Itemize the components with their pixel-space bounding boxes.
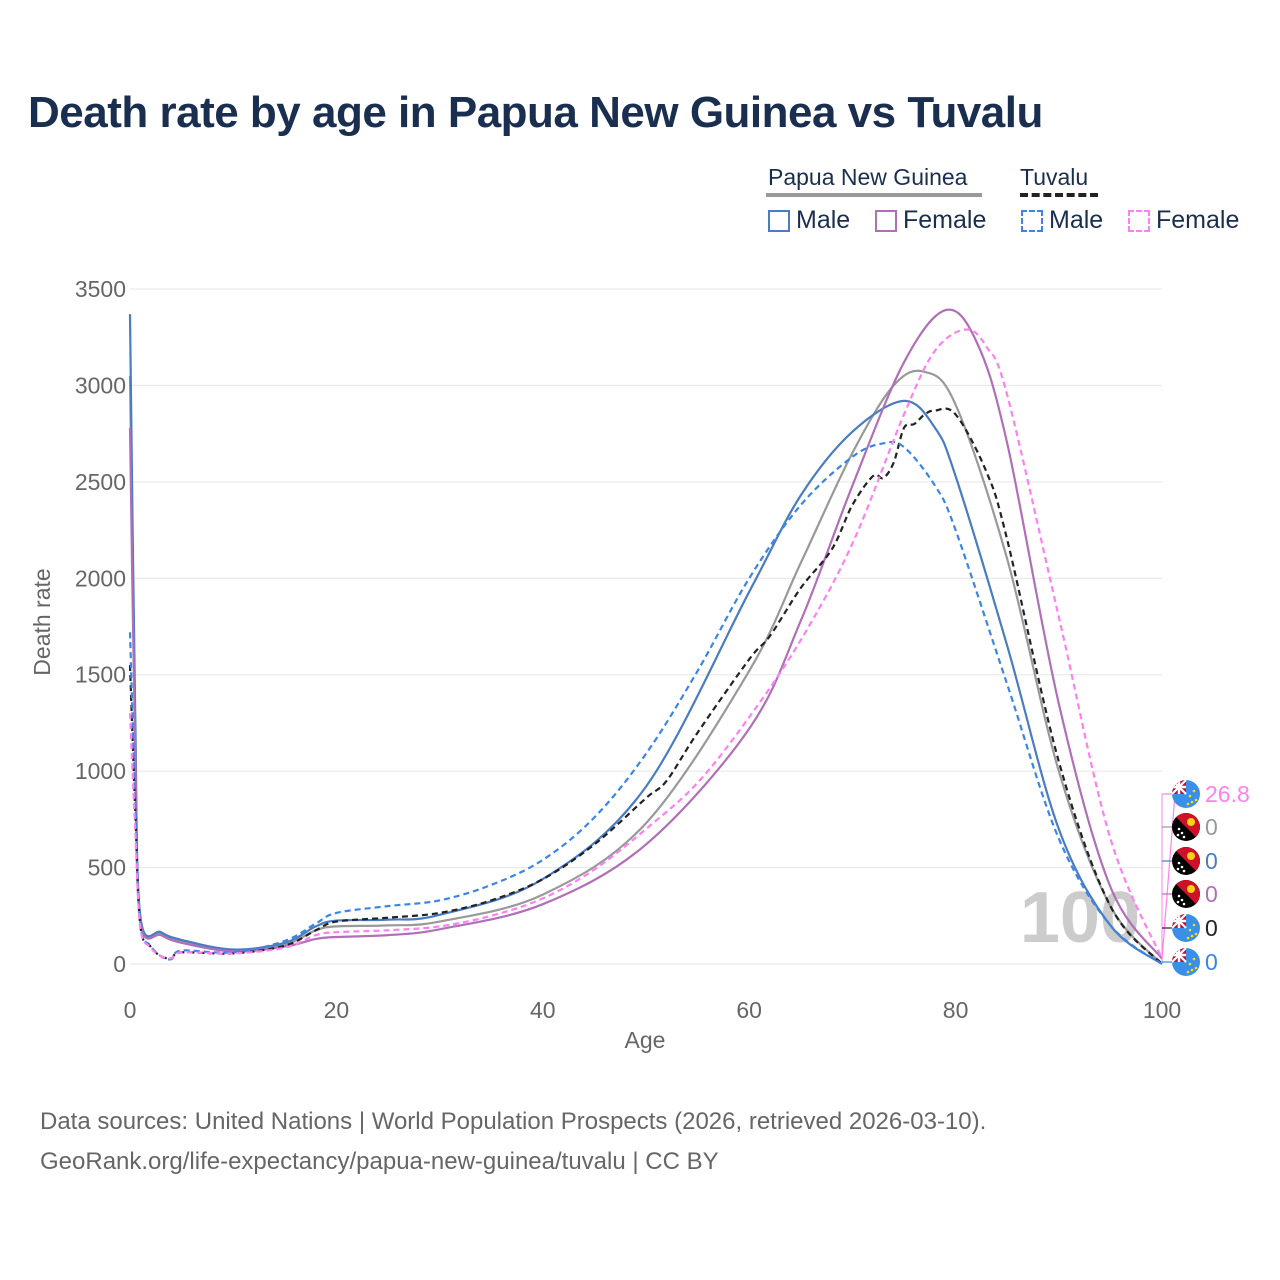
end-value-label: 0 [1205, 949, 1218, 975]
y-tick-label: 1500 [75, 662, 126, 688]
x-tick-label: 40 [530, 997, 556, 1023]
y-axis-label: Death rate [29, 568, 55, 675]
y-tick-label: 1000 [75, 758, 126, 784]
y-tick-label: 0 [113, 951, 126, 977]
end-value-label: 0 [1205, 915, 1218, 941]
papua-new-guinea-flag-icon [1172, 847, 1200, 875]
papua-new-guinea-flag-icon [1172, 813, 1200, 841]
legend-group-tuvalu: Tuvalu [1020, 164, 1098, 197]
series-line-tuvalu-total [128, 407, 1163, 965]
tuvalu-flag-icon [1172, 914, 1200, 942]
legend-swatch-png-male [768, 209, 790, 232]
x-tick-label: 20 [324, 997, 350, 1023]
legend-label-png-female: Female [903, 206, 987, 234]
series-line-papua-new-guinea-male [128, 314, 1163, 965]
legend-item-tuvalu-male[interactable]: Male [1021, 206, 1103, 235]
tuvalu-flag-icon [1172, 780, 1200, 808]
tuvalu-flag-icon [1172, 948, 1200, 976]
legend-group-line-png [766, 193, 982, 197]
x-tick-label: 60 [736, 997, 762, 1023]
y-tick-label: 3000 [75, 372, 126, 398]
legend-item-png-male[interactable]: Male [768, 206, 850, 235]
end-value-label: 0 [1205, 814, 1218, 840]
series-line-tuvalu-female [128, 328, 1164, 960]
legend-item-tuvalu-female[interactable]: Female [1128, 206, 1239, 235]
series-line-papua-new-guinea-female [128, 308, 1163, 960]
end-value-label: 26.8 [1205, 781, 1250, 807]
chart-title: Death rate by age in Papua New Guinea vs… [28, 88, 1043, 137]
series-line-tuvalu-male [128, 440, 1163, 965]
year-watermark: 100 [1020, 878, 1140, 958]
source-line-1: Data sources: United Nations | World Pop… [40, 1108, 987, 1135]
end-value-label: 0 [1205, 848, 1218, 874]
x-tick-label: 100 [1143, 997, 1181, 1023]
legend-label-tuvalu-male: Male [1049, 206, 1104, 234]
legend-group-png: Papua New Guinea [766, 164, 982, 197]
y-tick-label: 2500 [75, 469, 126, 495]
y-tick-label: 2000 [75, 565, 126, 591]
end-connector [1161, 793, 1176, 959]
legend-group-line-tuvalu [1020, 193, 1098, 197]
y-tick-label: 500 [88, 855, 126, 881]
legend-item-png-female[interactable]: Female [875, 206, 986, 235]
series-line-papua-new-guinea-total [128, 369, 1163, 965]
y-tick-label: 3500 [75, 276, 126, 302]
legend-swatch-png-female [875, 209, 897, 232]
source-line-2: GeoRank.org/life-expectancy/papua-new-gu… [40, 1148, 719, 1175]
legend-group-label-png: Papua New Guinea [768, 164, 968, 190]
x-tick-label: 80 [943, 997, 969, 1023]
legend-label-tuvalu-female: Female [1156, 206, 1240, 234]
end-value-label: 0 [1205, 881, 1218, 907]
legend-swatch-tuvalu-female [1128, 209, 1150, 232]
legend-group-label-tuvalu: Tuvalu [1020, 164, 1089, 190]
x-axis-label: Age [625, 1027, 666, 1053]
x-tick-label: 0 [124, 997, 137, 1023]
legend-label-png-male: Male [796, 206, 851, 234]
papua-new-guinea-flag-icon [1172, 880, 1200, 908]
legend-swatch-tuvalu-male [1021, 209, 1043, 232]
